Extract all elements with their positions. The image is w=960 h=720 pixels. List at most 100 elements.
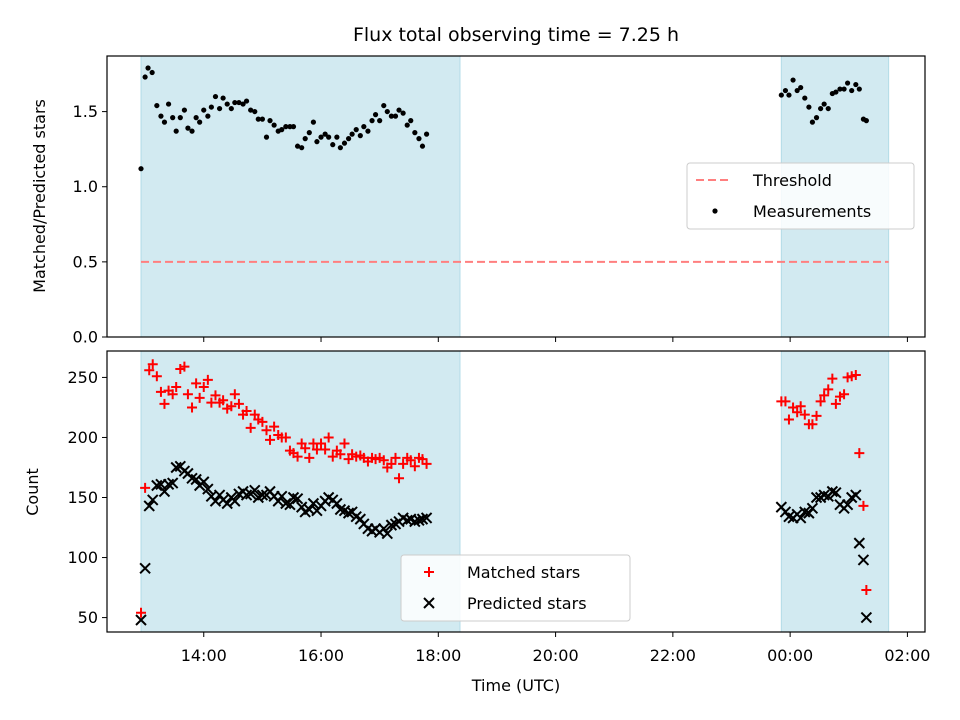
matched-stars-point (811, 410, 822, 421)
predicted-stars-point (291, 492, 304, 505)
matched-stars-point (159, 398, 170, 409)
y-tick-label: 0.5 (73, 252, 98, 271)
plot-frame (106, 55, 926, 338)
measurements-point (798, 84, 804, 91)
measurements-point (369, 118, 375, 124)
matched-stars-point (136, 607, 147, 618)
measurements-point (794, 87, 800, 94)
measurements-point (349, 131, 355, 137)
matched-stars-point (858, 500, 869, 511)
measurements-point (322, 131, 328, 137)
x-tick-label: 22:00 (650, 646, 696, 665)
legend-measurements-label: Measurements (753, 202, 871, 221)
predicted-stars-point (841, 499, 854, 511)
y-axis-label: Matched/Predicted stars (30, 99, 49, 293)
x-tick-label: 16:00 (298, 646, 344, 665)
measurements-point (138, 166, 144, 172)
measurements-point (154, 102, 160, 109)
predicted-stars-point (857, 554, 870, 566)
measurements-point (357, 133, 363, 139)
x-tick-label: 14:00 (181, 646, 227, 665)
matched-stars-point (226, 401, 237, 412)
measurements-point (255, 116, 261, 122)
measurements-point (318, 134, 324, 140)
measurements-point (806, 104, 812, 110)
predicted-stars-point (850, 489, 862, 501)
measurements-point (201, 107, 207, 113)
measurements-point (856, 86, 862, 92)
measurements-point (863, 118, 869, 124)
y-tick-label: 1.5 (73, 102, 98, 121)
measurements-point (208, 104, 214, 110)
measurements-point (392, 113, 399, 119)
measurements-point (337, 145, 343, 151)
predicted-stars-point (166, 477, 179, 489)
matched-stars-point (292, 451, 303, 462)
measurements-point (142, 74, 148, 80)
matched-stars-point (850, 370, 861, 381)
matched-stars-point (394, 473, 405, 484)
predicted-stars-point (853, 537, 866, 549)
matched-stars-point (245, 422, 256, 433)
predicted-stars-point (190, 473, 202, 486)
matched-stars-point (241, 406, 252, 417)
y-tick-label: 100 (67, 548, 98, 567)
predicted-stars-point (139, 562, 151, 575)
matched-stars-point (815, 396, 826, 407)
plot-frame (106, 350, 926, 633)
predicted-stars-point (413, 514, 425, 527)
matched-stars-point (179, 361, 190, 372)
y-tick-label: 50 (78, 608, 98, 627)
y-tick-label: 0.0 (73, 328, 98, 347)
y-axis-label: Count (23, 468, 42, 516)
legend-threshold-label: Threshold (752, 171, 832, 190)
predicted-stars-point (221, 497, 233, 510)
measurements-point (809, 119, 816, 125)
matched-stars-point (409, 461, 420, 472)
matched-stars-point (819, 390, 830, 401)
matched-stars-point (830, 398, 841, 409)
measurements-point (802, 95, 808, 101)
measurements-point (412, 130, 418, 136)
matched-stars-point (202, 374, 213, 385)
matched-stars-point (304, 452, 315, 463)
matched-stars-point (807, 419, 818, 430)
measurements-point (416, 136, 422, 142)
matched-stars-point (218, 395, 229, 406)
measurements-point (158, 113, 164, 119)
matched-stars-point (155, 386, 166, 397)
legend-box (686, 162, 915, 230)
measurements-point (177, 115, 183, 121)
legend-matched-stars-label: Matched stars (467, 563, 580, 582)
matched-stars-point (320, 444, 331, 455)
measurements-point (197, 119, 203, 125)
measurements-point (400, 110, 406, 116)
matched-stars-point (261, 425, 272, 436)
y-tick-label: 150 (67, 488, 98, 507)
measurements-point (396, 107, 402, 113)
predicted-stars-point (198, 476, 210, 488)
measurements-point (165, 101, 172, 107)
predicted-stars-point (810, 491, 823, 504)
legend-matched-stars-swatch (424, 567, 434, 577)
matched-stars-point (792, 407, 803, 418)
chart-title: Flux total observing time = 7.25 h (353, 24, 679, 46)
matched-stars-point (827, 373, 838, 384)
measurements-point (818, 105, 824, 112)
matched-stars-point (167, 389, 178, 400)
predicted-stars-point (202, 483, 214, 495)
measurements-point (252, 108, 258, 115)
x-tick-label: 18:00 (415, 646, 461, 665)
measurements-point (306, 130, 312, 136)
matched-stars-point (233, 398, 244, 409)
matched-stars-point (171, 382, 182, 393)
legend-box (400, 554, 631, 622)
predicted-stars-point (860, 611, 873, 624)
measurements-point (849, 87, 855, 94)
matched-stars-point (795, 401, 806, 412)
measurements-point (212, 93, 219, 100)
measurements-point (302, 136, 308, 142)
count-panel: 50 100 150 200 250 14:00 16:00 18:00 20:00 22:00 0… (23, 350, 930, 665)
matched-stars-point (265, 434, 276, 445)
measurements-point (283, 124, 289, 130)
